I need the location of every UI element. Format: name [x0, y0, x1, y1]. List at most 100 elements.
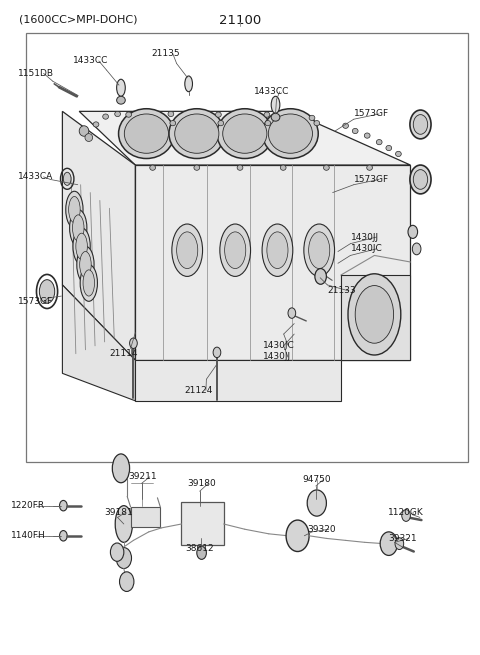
- Ellipse shape: [119, 109, 174, 159]
- Ellipse shape: [410, 165, 431, 194]
- Ellipse shape: [352, 128, 358, 134]
- Ellipse shape: [169, 109, 225, 159]
- Ellipse shape: [355, 286, 394, 343]
- Ellipse shape: [237, 165, 243, 170]
- Ellipse shape: [177, 232, 198, 269]
- Ellipse shape: [412, 243, 421, 255]
- Polygon shape: [79, 111, 410, 165]
- Ellipse shape: [262, 224, 293, 276]
- Ellipse shape: [83, 270, 95, 296]
- Polygon shape: [135, 360, 341, 401]
- Ellipse shape: [220, 224, 251, 276]
- Ellipse shape: [194, 165, 200, 170]
- Ellipse shape: [280, 165, 286, 170]
- Ellipse shape: [223, 114, 267, 153]
- Text: 39181: 39181: [105, 508, 133, 517]
- Ellipse shape: [80, 265, 97, 301]
- Ellipse shape: [79, 126, 89, 136]
- Text: 39321: 39321: [388, 534, 417, 543]
- Ellipse shape: [70, 210, 87, 246]
- Ellipse shape: [395, 538, 404, 550]
- Ellipse shape: [376, 140, 382, 145]
- Text: 1140FH: 1140FH: [11, 531, 45, 540]
- Ellipse shape: [112, 454, 130, 483]
- Text: 1433CC: 1433CC: [254, 87, 290, 96]
- Ellipse shape: [60, 531, 67, 541]
- Ellipse shape: [343, 123, 348, 128]
- Text: 1120GK: 1120GK: [388, 508, 423, 517]
- Ellipse shape: [288, 308, 296, 318]
- Ellipse shape: [267, 232, 288, 269]
- Ellipse shape: [124, 114, 168, 153]
- Ellipse shape: [386, 145, 392, 151]
- Ellipse shape: [66, 191, 83, 228]
- Ellipse shape: [115, 111, 120, 117]
- Text: 1573GF: 1573GF: [18, 297, 53, 307]
- Ellipse shape: [217, 109, 273, 159]
- Text: 1573GF: 1573GF: [354, 175, 389, 184]
- Text: 21114: 21114: [109, 349, 138, 358]
- Ellipse shape: [309, 232, 330, 269]
- Bar: [131, 507, 160, 527]
- Text: 21100: 21100: [219, 14, 261, 28]
- Ellipse shape: [185, 76, 192, 92]
- Ellipse shape: [413, 170, 428, 189]
- Ellipse shape: [225, 232, 246, 269]
- Ellipse shape: [150, 165, 156, 170]
- Ellipse shape: [271, 113, 280, 121]
- Ellipse shape: [324, 165, 329, 170]
- Text: (1600CC>MPI-DOHC): (1600CC>MPI-DOHC): [19, 14, 138, 24]
- Ellipse shape: [314, 121, 320, 126]
- Ellipse shape: [402, 510, 410, 521]
- Ellipse shape: [60, 500, 67, 511]
- Polygon shape: [62, 111, 135, 360]
- Ellipse shape: [218, 121, 224, 126]
- Text: 38612: 38612: [185, 544, 214, 553]
- Ellipse shape: [197, 546, 206, 559]
- Ellipse shape: [130, 338, 137, 348]
- Text: 1430JC: 1430JC: [351, 244, 383, 253]
- Text: 1573GF: 1573GF: [354, 109, 389, 119]
- Ellipse shape: [80, 252, 91, 278]
- Text: 94750: 94750: [302, 475, 331, 484]
- Text: 39320: 39320: [308, 525, 336, 534]
- Ellipse shape: [309, 115, 315, 121]
- Text: 1433CA: 1433CA: [18, 172, 53, 181]
- Text: 1433CC: 1433CC: [73, 56, 109, 66]
- Ellipse shape: [116, 548, 132, 569]
- Bar: [181, 502, 224, 545]
- Ellipse shape: [110, 543, 124, 561]
- Ellipse shape: [172, 224, 203, 276]
- Ellipse shape: [213, 347, 221, 358]
- Ellipse shape: [73, 228, 90, 265]
- Text: 1220FR: 1220FR: [11, 501, 45, 510]
- Ellipse shape: [117, 79, 125, 96]
- Text: 39180: 39180: [187, 479, 216, 488]
- Ellipse shape: [117, 96, 125, 104]
- Polygon shape: [135, 165, 410, 360]
- Ellipse shape: [103, 114, 108, 119]
- Ellipse shape: [76, 233, 87, 259]
- Text: 21133: 21133: [327, 286, 356, 295]
- Ellipse shape: [264, 112, 270, 117]
- Ellipse shape: [367, 165, 372, 170]
- Text: 1430JC: 1430JC: [263, 341, 294, 350]
- Ellipse shape: [265, 121, 271, 126]
- Polygon shape: [341, 275, 410, 360]
- Ellipse shape: [170, 121, 176, 126]
- Text: 21124: 21124: [185, 386, 213, 395]
- Ellipse shape: [120, 572, 134, 591]
- Ellipse shape: [408, 225, 418, 238]
- Ellipse shape: [39, 280, 55, 303]
- Ellipse shape: [286, 520, 309, 552]
- Ellipse shape: [168, 111, 174, 117]
- Ellipse shape: [396, 151, 401, 157]
- Ellipse shape: [364, 133, 370, 138]
- Ellipse shape: [307, 490, 326, 516]
- Text: 1430JJ: 1430JJ: [263, 352, 291, 362]
- Ellipse shape: [380, 532, 397, 555]
- Ellipse shape: [126, 112, 132, 117]
- Ellipse shape: [77, 246, 94, 283]
- Ellipse shape: [348, 274, 401, 355]
- Ellipse shape: [263, 109, 318, 159]
